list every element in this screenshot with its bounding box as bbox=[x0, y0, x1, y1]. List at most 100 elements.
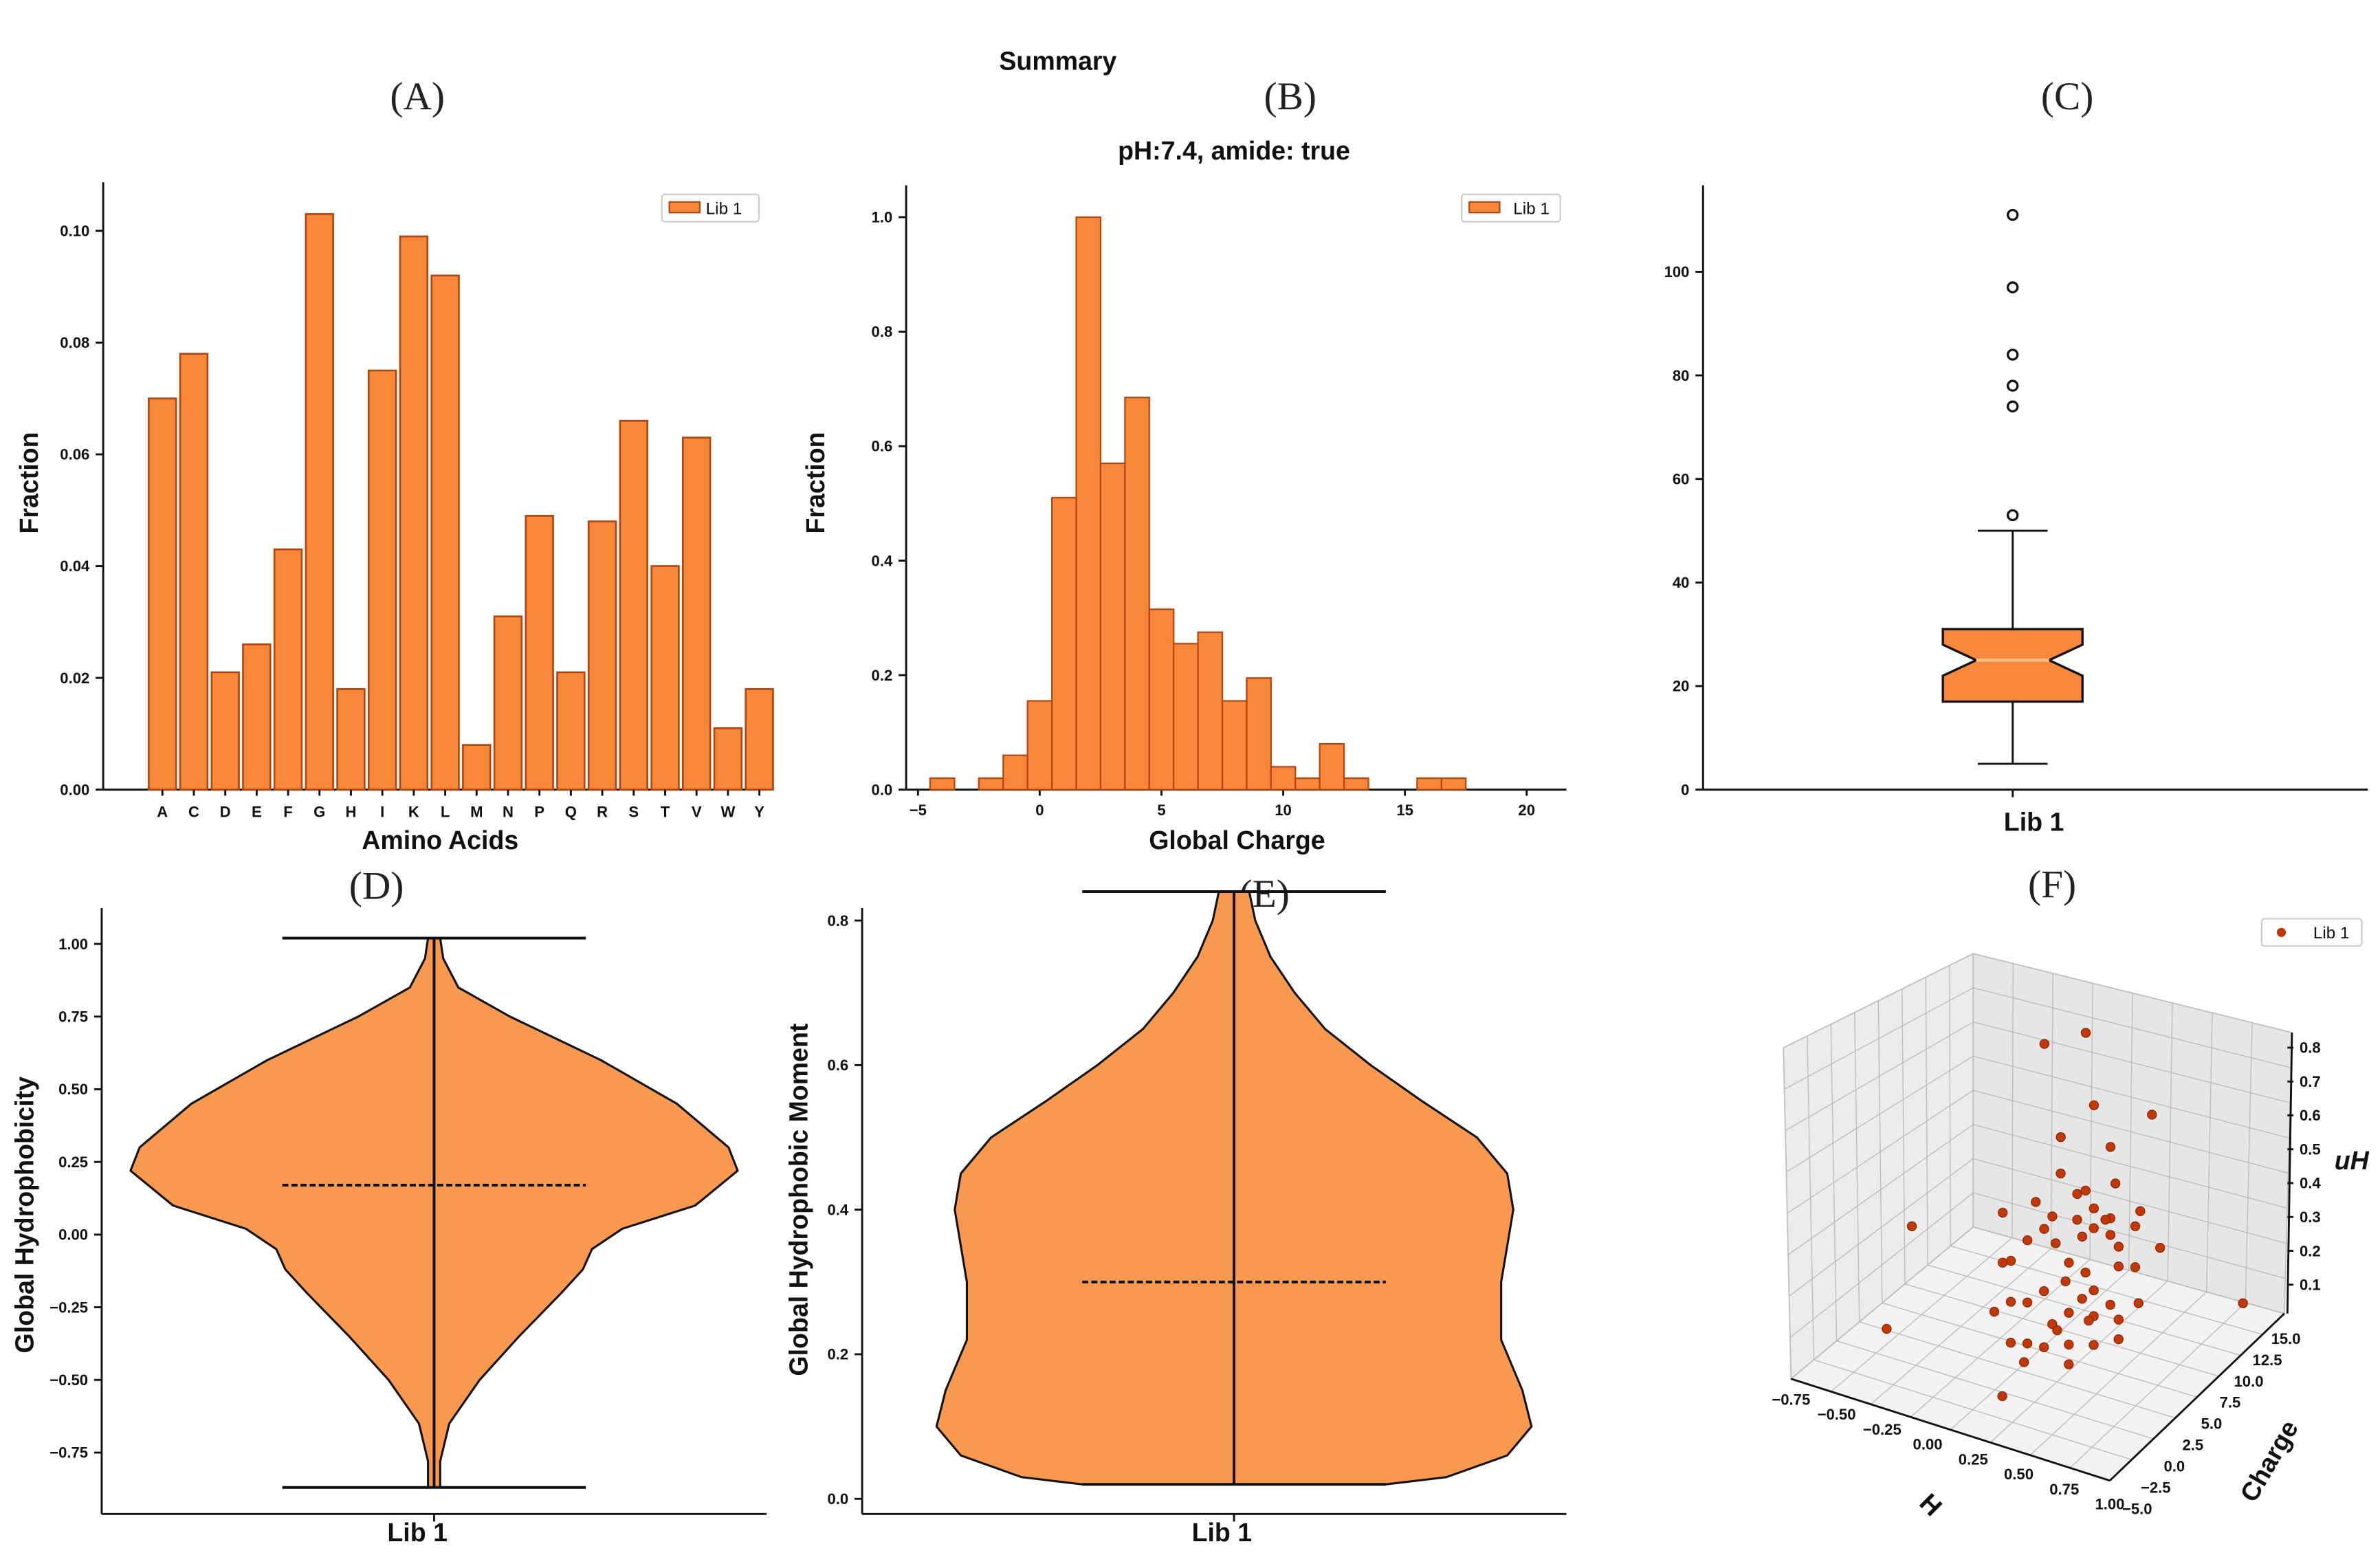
chart-f-point bbox=[2113, 1261, 2124, 1272]
chart-b-bin bbox=[978, 777, 1004, 791]
chart-f-point bbox=[2084, 1315, 2094, 1326]
chart-b-bin bbox=[1416, 777, 1442, 791]
chart-a-bar bbox=[210, 671, 240, 791]
chart-b-ytick-label: 0.0 bbox=[872, 781, 893, 798]
chart-f-gridline bbox=[2245, 1022, 2253, 1303]
chart-f-gridline bbox=[1925, 977, 1928, 1266]
chart-a-xtick-label: D bbox=[220, 803, 231, 820]
panel-label-c: (C) bbox=[2041, 75, 2094, 118]
chart-f-ytick-label: 5.0 bbox=[2201, 1415, 2223, 1433]
chart-f-point bbox=[1997, 1257, 2008, 1268]
chart-a-bar bbox=[619, 419, 648, 791]
chart-f-point bbox=[2039, 1039, 2050, 1049]
chart-a-xtick-label: M bbox=[470, 803, 483, 820]
chart-c-ytick-label: 20 bbox=[1673, 678, 1690, 695]
chart-f-point bbox=[2023, 1235, 2033, 1246]
chart-c-outlier bbox=[2006, 208, 2019, 221]
chart-e-ytick-label: 0.6 bbox=[828, 1057, 849, 1074]
chart-f-ytick-label: −2.5 bbox=[2141, 1479, 2171, 1496]
chart-f-point bbox=[2072, 1215, 2082, 1225]
chart-a-bar bbox=[179, 353, 209, 791]
chart-c-ytick-label: 40 bbox=[1673, 574, 1690, 591]
chart-b-bin bbox=[1051, 496, 1077, 791]
chart-a-xtick-label: W bbox=[720, 803, 735, 820]
chart-c-outlier bbox=[2006, 400, 2019, 412]
chart-f-point bbox=[1906, 1221, 1917, 1231]
panel-label-f: (F) bbox=[2028, 863, 2076, 906]
chart-d-ytick-label: 0.75 bbox=[58, 1008, 88, 1026]
chart-a-bar bbox=[493, 615, 523, 791]
chart-f-zlabel: uH bbox=[2335, 1146, 2370, 1175]
chart-b-bin bbox=[1270, 766, 1297, 791]
chart-f-point bbox=[2105, 1299, 2115, 1310]
chart-d-ylabel: Global Hydrophobicity bbox=[10, 1077, 39, 1354]
chart-a-bar bbox=[650, 565, 680, 791]
chart-a-xtick-label: F bbox=[283, 803, 292, 820]
chart-f-point bbox=[2005, 1338, 2016, 1348]
chart-f-gridline bbox=[2167, 1003, 2173, 1281]
chart-f-gridline bbox=[1973, 1055, 2289, 1138]
chart-a-legend-swatch bbox=[668, 201, 701, 214]
chart-f-gridline bbox=[1784, 987, 1974, 1090]
chart-f-point bbox=[2105, 1230, 2116, 1240]
chart-a-xtick-label: V bbox=[692, 803, 702, 820]
chart-f-point bbox=[2100, 1215, 2111, 1225]
chart-b-ytick-label: 0.2 bbox=[872, 667, 893, 684]
chart-f-gridline bbox=[1973, 1022, 2291, 1103]
chart-a-xtick-label: K bbox=[408, 803, 419, 820]
chart-f-gridline bbox=[1786, 1055, 1974, 1173]
chart-b-bin bbox=[1148, 608, 1175, 791]
chart-f-point bbox=[2135, 1206, 2146, 1216]
chart-b-bin bbox=[929, 777, 956, 791]
chart-f-xtick-label: 0.25 bbox=[1959, 1451, 1988, 1468]
chart-b-bin bbox=[1002, 754, 1028, 791]
chart-f-legend-marker bbox=[2276, 927, 2287, 937]
chart-b: pH:7.4, amide: true 0.0 0.2 0.4 0.6 0.8 1.0 −5… bbox=[801, 136, 1567, 854]
chart-f-point bbox=[2051, 1238, 2061, 1248]
chart-f-uh-axis bbox=[2286, 1033, 2293, 1314]
chart-f-point bbox=[2052, 1325, 2062, 1336]
chart-a-bar bbox=[587, 520, 617, 791]
chart-d-ytick-label: −0.75 bbox=[49, 1444, 88, 1462]
chart-f-ztick-label: 0.2 bbox=[2300, 1242, 2321, 1259]
panel-label-b: (B) bbox=[1264, 75, 1316, 118]
chart-f-point bbox=[2022, 1338, 2033, 1349]
chart-f-xtick-label: 0.50 bbox=[2004, 1466, 2034, 1483]
chart-f-point bbox=[2089, 1340, 2099, 1350]
chart-a-xtick-label: G bbox=[313, 803, 325, 820]
chart-f-gridline bbox=[2069, 1302, 2246, 1468]
chart-f-ztick-label: 0.4 bbox=[2300, 1175, 2321, 1192]
chart-b-xtick-label: 20 bbox=[1518, 802, 1535, 819]
chart-e-ytick-label: 0.2 bbox=[828, 1346, 849, 1363]
chart-f-point bbox=[2056, 1168, 2066, 1179]
chart-f-point bbox=[2064, 1359, 2074, 1369]
chart-b-bin bbox=[1124, 397, 1150, 791]
chart-c-outlier bbox=[2006, 379, 2019, 392]
chart-a: 0.00 0.02 0.04 0.06 0.08 0.10 A C D E F G H I K L M N P Q R S… bbox=[14, 182, 774, 854]
chart-a-xtick-label: I bbox=[380, 803, 384, 820]
chart-a-bar bbox=[305, 213, 334, 791]
chart-a-xtick-label: R bbox=[597, 803, 608, 820]
chart-a-xtick-label: Q bbox=[565, 803, 577, 820]
chart-f-charge-axis bbox=[2109, 1312, 2285, 1481]
chart-a-bar bbox=[462, 744, 492, 791]
chart-f-point bbox=[2130, 1221, 2141, 1231]
chart-b-bin bbox=[1099, 462, 1126, 791]
chart-a-ytick-label: 0.04 bbox=[60, 558, 90, 575]
chart-a-bar bbox=[430, 274, 460, 791]
chart-e-ytick-label: 0.8 bbox=[828, 912, 849, 929]
chart-c-ytick-label: 80 bbox=[1673, 367, 1690, 384]
chart-f-gridline bbox=[1927, 1264, 2241, 1356]
chart-f-point bbox=[2110, 1178, 2121, 1189]
chart-a-xtick-label: L bbox=[441, 803, 450, 820]
chart-a-xtick-label: Y bbox=[754, 803, 764, 820]
chart-f-point bbox=[2064, 1339, 2074, 1350]
chart-f-legend bbox=[2260, 918, 2363, 947]
chart-a-xtick-label: T bbox=[661, 803, 670, 820]
chart-f-point bbox=[2105, 1142, 2116, 1152]
chart-f-point bbox=[2089, 1203, 2099, 1214]
chart-b-bin bbox=[1246, 677, 1272, 791]
chart-f-xtick-label: 0.75 bbox=[2049, 1481, 2079, 1498]
chart-f-point bbox=[1997, 1207, 2008, 1218]
chart-f-point bbox=[2056, 1132, 2066, 1143]
